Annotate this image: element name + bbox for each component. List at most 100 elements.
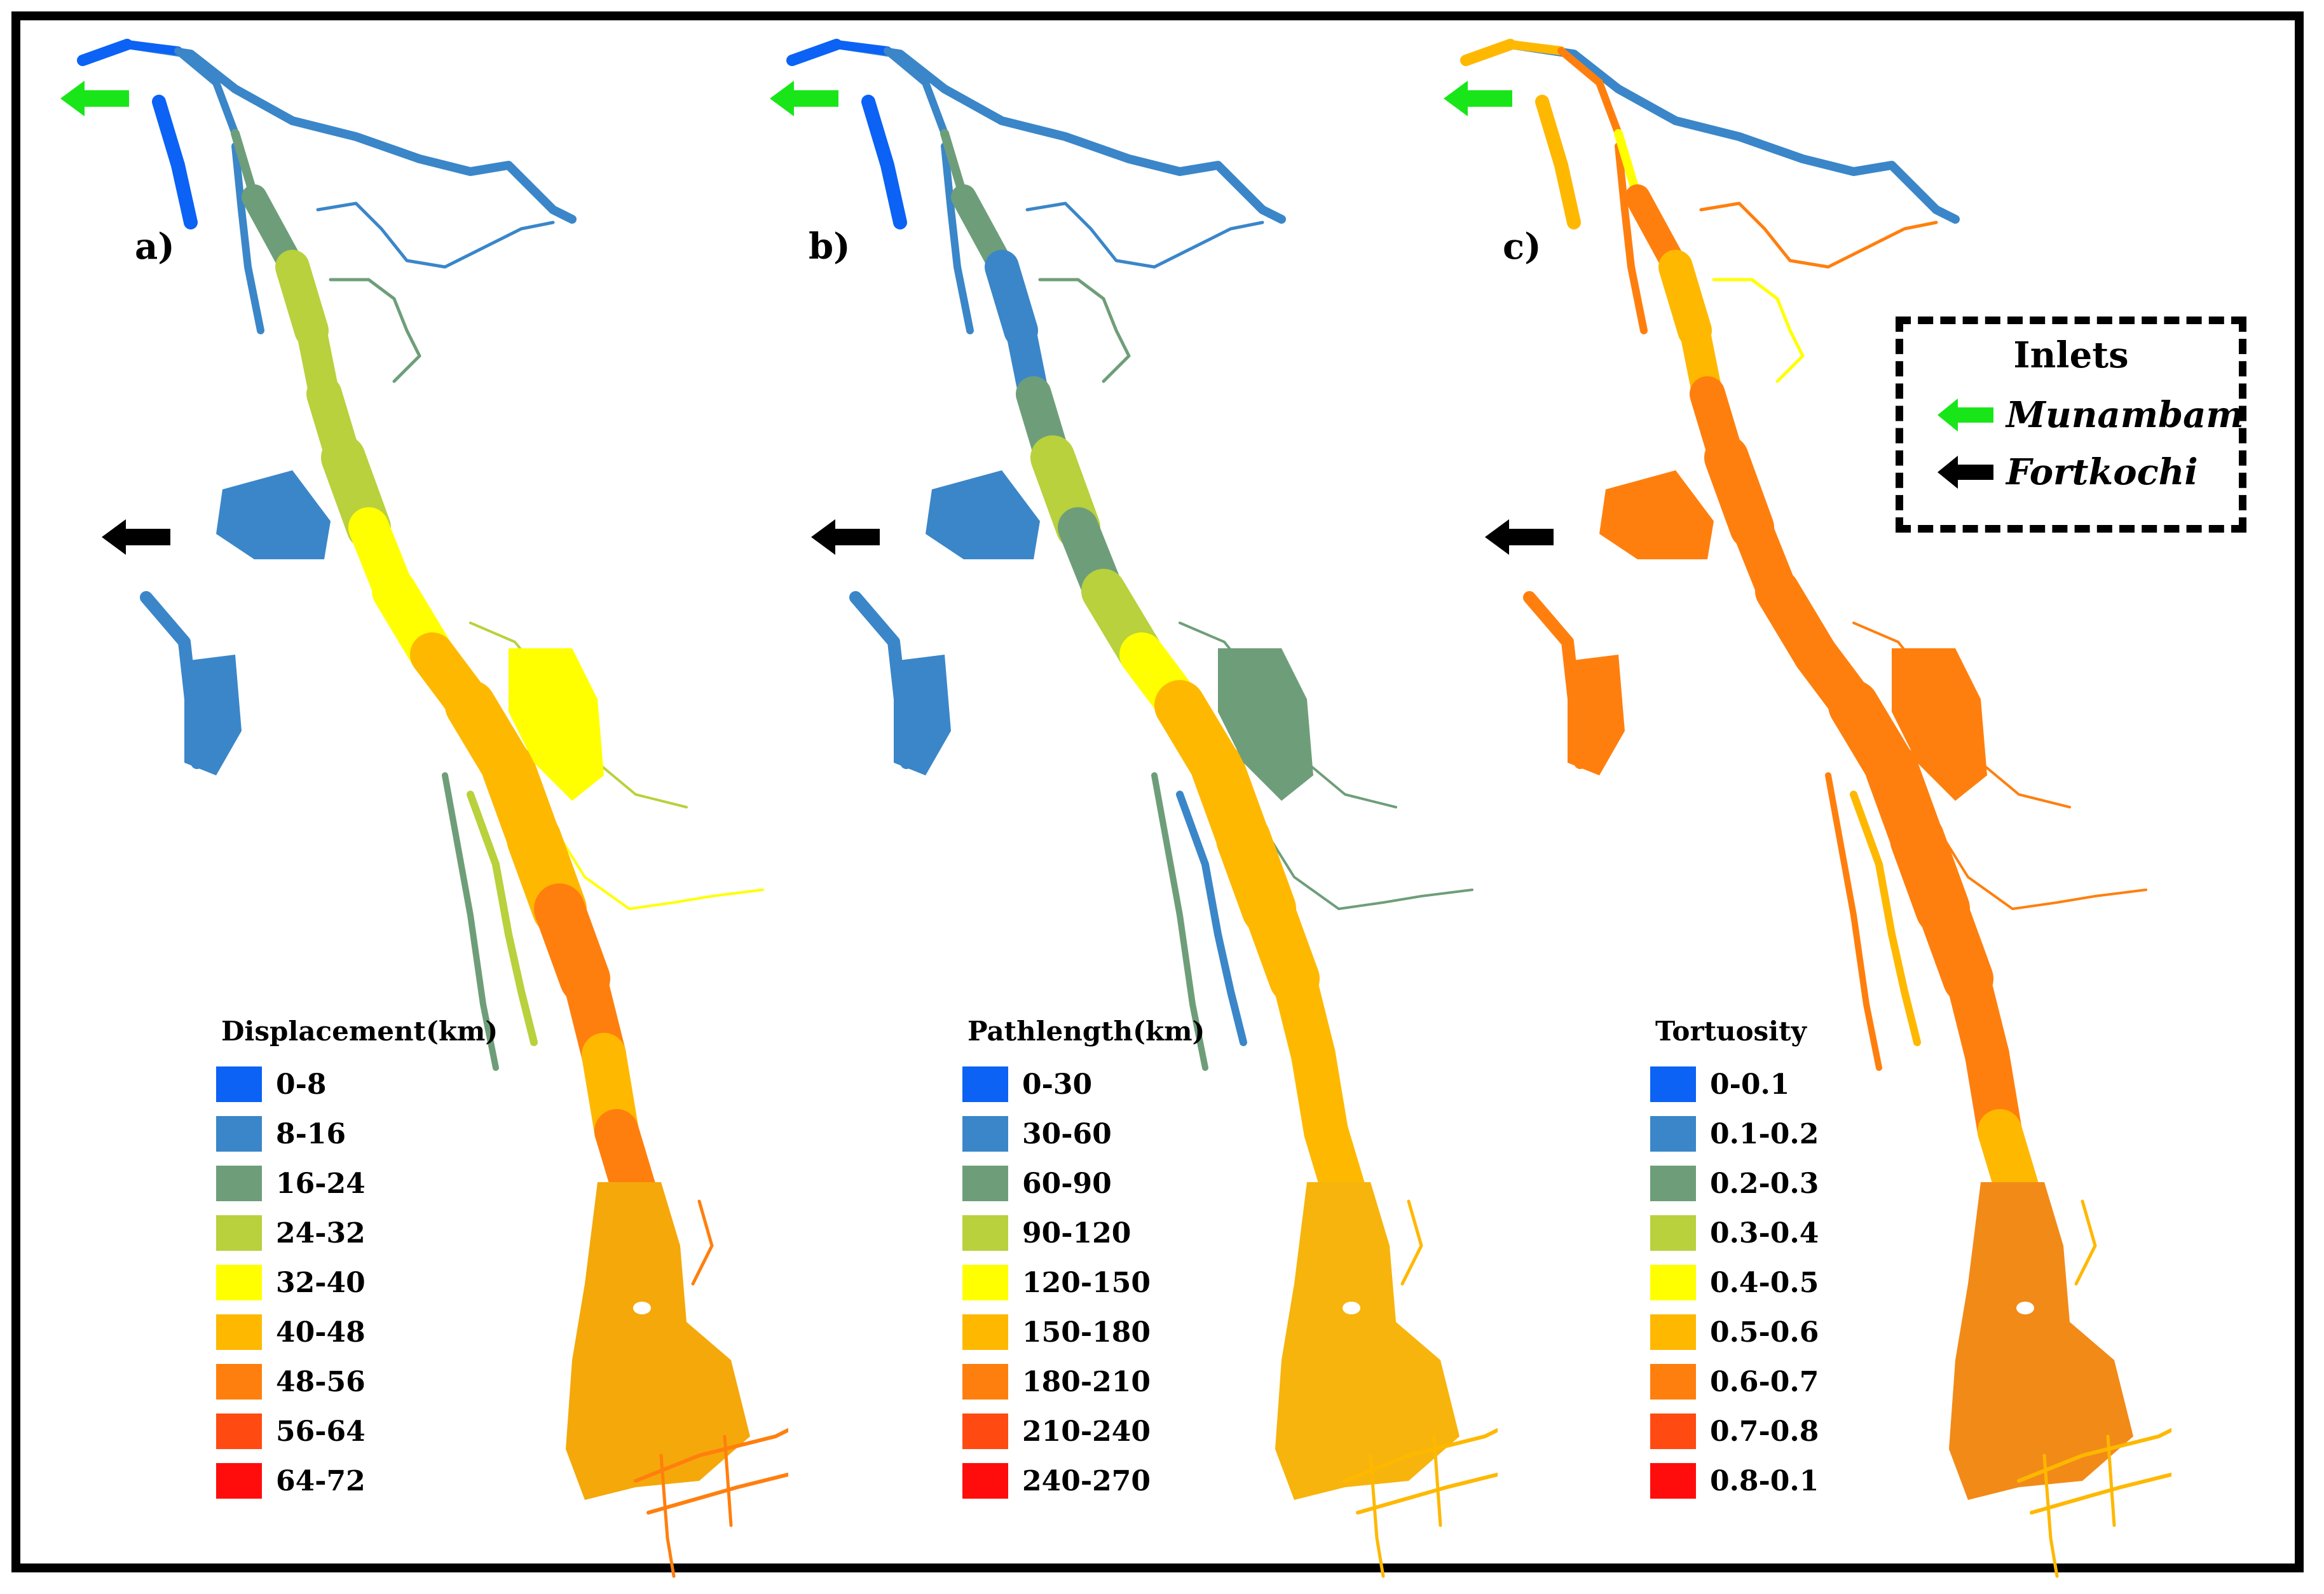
tributary-channel [1261,825,1473,910]
tributary-channel [1025,201,1264,269]
map-panel-a: a) Displacement(km) 0-8 8-16 16-24 24-32 32-… [25,0,788,1594]
main-channel-segment [77,39,133,66]
mid-estuary-area [1892,648,1987,801]
legend-label: 64-72 [276,1464,366,1497]
harbour-area [216,470,331,559]
legend-label: 240-270 [1022,1464,1151,1497]
legend-label: 32-40 [276,1266,366,1299]
main-channel-segment [174,47,220,86]
legend-swatch [962,1463,1008,1499]
canal [2030,1473,2171,1515]
panel-label-c: c) [1503,226,1541,268]
legend-item: 0.7-0.8 [1650,1407,1819,1456]
estuary-map-c [1444,39,2171,1578]
legend-label: 56-64 [276,1415,366,1448]
legend-swatch [962,1116,1008,1152]
main-channel-segment [1460,39,1516,66]
munambam-inlet-arrow [60,81,129,116]
legend-swatch [1650,1166,1696,1201]
tributary-channel [1699,201,1938,269]
main-channel-segment [832,40,892,55]
legend-item: 56-64 [216,1407,498,1456]
legend-rows-a: 0-8 8-16 16-24 24-32 32-40 40-48 48-56 56-64 64-… [216,1059,498,1506]
canal [691,1199,714,1286]
harbour-area [1599,470,1714,559]
lagoon-island [633,1302,651,1314]
legend-label: 0.2-0.3 [1710,1167,1819,1200]
main-channel-segment [1596,79,1622,137]
tributary-channel [941,142,974,334]
legend-label: 0.1-0.2 [1710,1117,1819,1150]
canal [1343,1428,1498,1483]
tributary-channel [1935,825,2147,910]
tributary-channel [1176,791,1247,1046]
main-channel-segment [786,39,842,66]
legend-item: 0-8 [216,1059,498,1109]
inlet-name-munambam: Munambam [2006,394,2244,436]
legend-item: 8-16 [216,1109,498,1159]
legend-swatch [216,1364,262,1400]
legend-swatch [1650,1413,1696,1449]
canal [646,1473,788,1515]
legend-label: 30-60 [1022,1117,1112,1150]
tributary-channel [442,772,499,1071]
legend-swatch [1650,1463,1696,1499]
main-channel-segment [1557,47,1603,86]
legend-swatch [216,1265,262,1300]
inlets-title: Inlets [2013,334,2129,376]
legend-label: 24-32 [276,1216,366,1250]
legend-item: 0-0.1 [1650,1059,1819,1109]
black-arrow-icon [1938,456,1993,489]
canal [2074,1199,2097,1286]
legend-swatch [962,1314,1008,1350]
inlet-name-fortkochi: Fortkochi [2006,451,2198,493]
map-panel-b: b) Pathlength(km) 0-30 30-60 60-90 90-120 12… [735,0,1498,1594]
legend-label: 8-16 [276,1117,346,1150]
legend-label: 16-24 [276,1167,366,1200]
southern-lagoon [1949,1182,2133,1500]
harbour-area [926,470,1040,559]
northern-channel [832,40,1286,224]
legend-item: 120-150 [962,1258,1205,1307]
legend-item: 240-270 [962,1456,1205,1506]
legend-label: 48-56 [276,1365,366,1398]
tributary-channel [1850,791,1921,1046]
tributary-channel [1535,95,1581,229]
map-panel-c: c) Tortuosity 0-0.1 0.1-0.2 0.2-0.3 0.3-0.4… [1409,0,2171,1594]
legend-item: 64-72 [216,1456,498,1506]
legend-title-b: Pathlength(km) [967,1016,1205,1047]
legend-swatch [962,1265,1008,1300]
canal [723,1434,733,1527]
canal [2106,1434,2116,1527]
main-channel-segment [212,79,239,137]
legend-swatch [1650,1265,1696,1300]
legend-label: 150-180 [1022,1316,1151,1349]
estuary-map-b [770,39,1498,1578]
legend-label: 0.7-0.8 [1710,1415,1819,1448]
legend-swatch [1650,1066,1696,1102]
legend-label: 0.5-0.6 [1710,1316,1819,1349]
legend-item: 90-120 [962,1208,1205,1258]
main-channel-segment [922,79,948,137]
legend-swatch [962,1413,1008,1449]
tributary-channel [552,825,764,910]
panel-label-a: a) [135,226,175,268]
legend-swatch [216,1066,262,1102]
estuary-map-a [60,39,788,1578]
canal [634,1428,788,1483]
canal [1369,1454,1385,1578]
legend-label: 120-150 [1022,1266,1151,1299]
mid-estuary-area [1218,648,1313,801]
legend-label: 0.4-0.5 [1710,1266,1819,1299]
main-channel-segment [884,47,929,86]
legend-item: 0.6-0.7 [1650,1357,1819,1407]
legend-rows-b: 0-30 30-60 60-90 90-120 120-150 150-180 180-21… [962,1059,1205,1506]
fortkochi-inlet-arrow [102,519,170,555]
main-channel-segment [123,40,182,55]
legend-swatch [216,1215,262,1251]
legend-item: 0.4-0.5 [1650,1258,1819,1307]
legend-a: Displacement(km) 0-8 8-16 16-24 24-32 32-40 4… [216,1016,498,1506]
tributary-channel [1825,772,1882,1071]
legend-item: 0.1-0.2 [1650,1109,1819,1159]
canal [2017,1428,2171,1483]
